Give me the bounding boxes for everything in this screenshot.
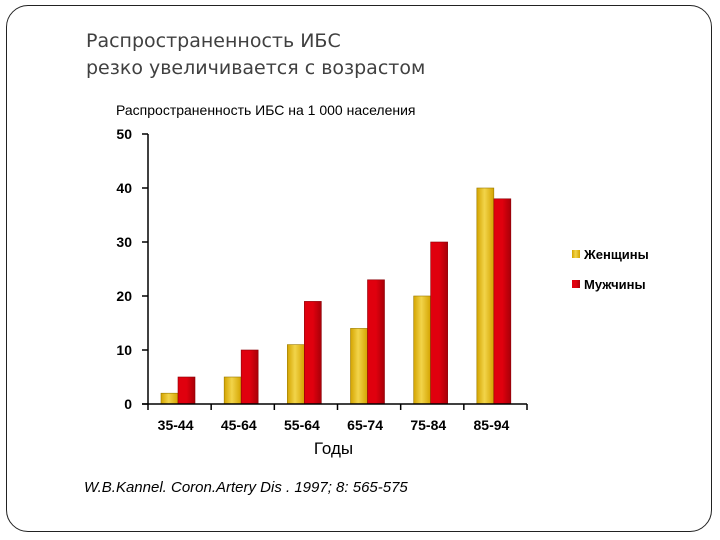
bar-men [430, 241, 448, 405]
slide-title-line-2: резко увеличивается с возрастом [86, 57, 426, 79]
legend-label-men: Мужчины [584, 277, 646, 292]
y-tick-label: 40 [116, 180, 132, 196]
chart-title: Распространенность ИБС на 1 000 населени… [116, 102, 416, 118]
x-tick-label: 75-84 [410, 417, 446, 433]
legend-label-women: Женщины [583, 247, 649, 262]
legend-swatch-men [572, 280, 580, 288]
x-tick-label: 55-64 [284, 417, 320, 433]
bar-women [223, 376, 242, 405]
bar-men [367, 279, 385, 405]
slide-title: Распространенность ИБС резко увеличивает… [86, 28, 425, 82]
slide-frame [6, 5, 712, 532]
bar-women [476, 187, 495, 405]
bar-women [287, 344, 305, 405]
x-axis-label: Годы [314, 439, 353, 458]
bar-men [177, 376, 196, 405]
bar-women [413, 295, 431, 405]
legend-swatch-women [572, 250, 580, 258]
slide-title-line-1: Распространенность ИБС [86, 30, 341, 52]
y-tick-label: 0 [124, 396, 132, 412]
y-tick-label: 20 [116, 288, 132, 304]
bar-men [304, 301, 322, 405]
y-tick-label: 30 [116, 234, 132, 250]
bar-women [350, 328, 368, 405]
bar-men [240, 349, 259, 405]
y-tick-label: 10 [116, 342, 132, 358]
x-tick-label: 35-44 [158, 417, 194, 433]
x-tick-label: 85-94 [474, 417, 510, 433]
legend: Женщины Мужчины [572, 247, 649, 292]
x-tick-label: 45-64 [221, 417, 257, 433]
bar-men [493, 198, 512, 405]
citation: W.B.Kannel. Coron.Artery Dis . 1997; 8: … [84, 479, 408, 496]
y-tick-label: 50 [116, 126, 132, 142]
bar-women [160, 392, 179, 405]
x-tick-label: 65-74 [347, 417, 383, 433]
